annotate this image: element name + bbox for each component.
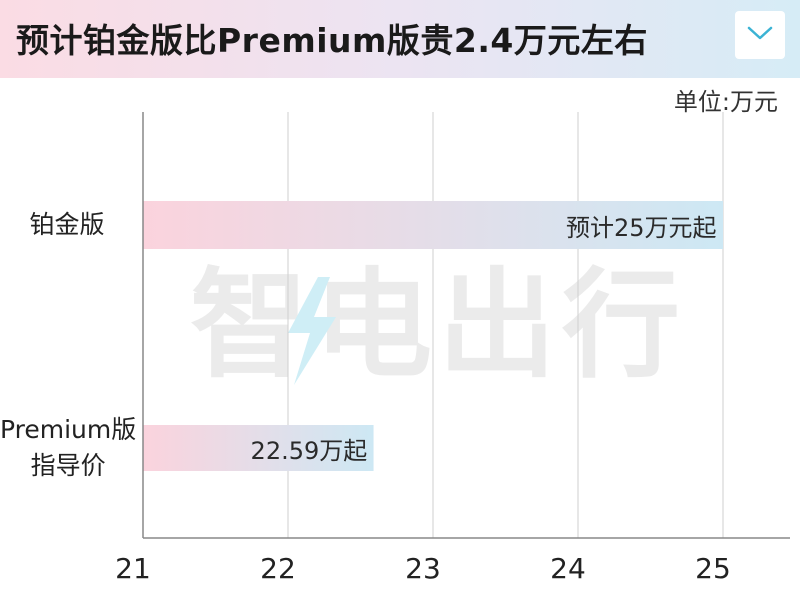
- data-label: 预计25万元起: [566, 213, 717, 242]
- x-tick-label: 25: [695, 552, 731, 585]
- data-label: 22.59万起: [250, 436, 368, 465]
- watermark-text: 智电出行: [190, 256, 687, 394]
- watermark: 智电出行: [190, 255, 687, 395]
- bar: [143, 201, 723, 249]
- x-tick-label: 23: [405, 552, 441, 585]
- chevron-down-icon: [745, 23, 775, 47]
- x-tick-label: 24: [550, 552, 586, 585]
- title-bar: 预计铂金版比Premium版贵2.4万元左右: [0, 0, 800, 78]
- category-label: Premium版 指导价: [0, 415, 137, 480]
- x-tick-label: 21: [115, 552, 151, 585]
- category-label: 铂金版: [29, 210, 105, 239]
- dropdown-button[interactable]: [735, 11, 785, 59]
- lightning-bolt-icon: [288, 277, 336, 385]
- bar: [143, 425, 374, 471]
- x-tick-label: 22: [260, 552, 296, 585]
- chart-title: 预计铂金版比Premium版贵2.4万元左右: [16, 21, 648, 60]
- unit-label: 单位:万元: [673, 88, 778, 116]
